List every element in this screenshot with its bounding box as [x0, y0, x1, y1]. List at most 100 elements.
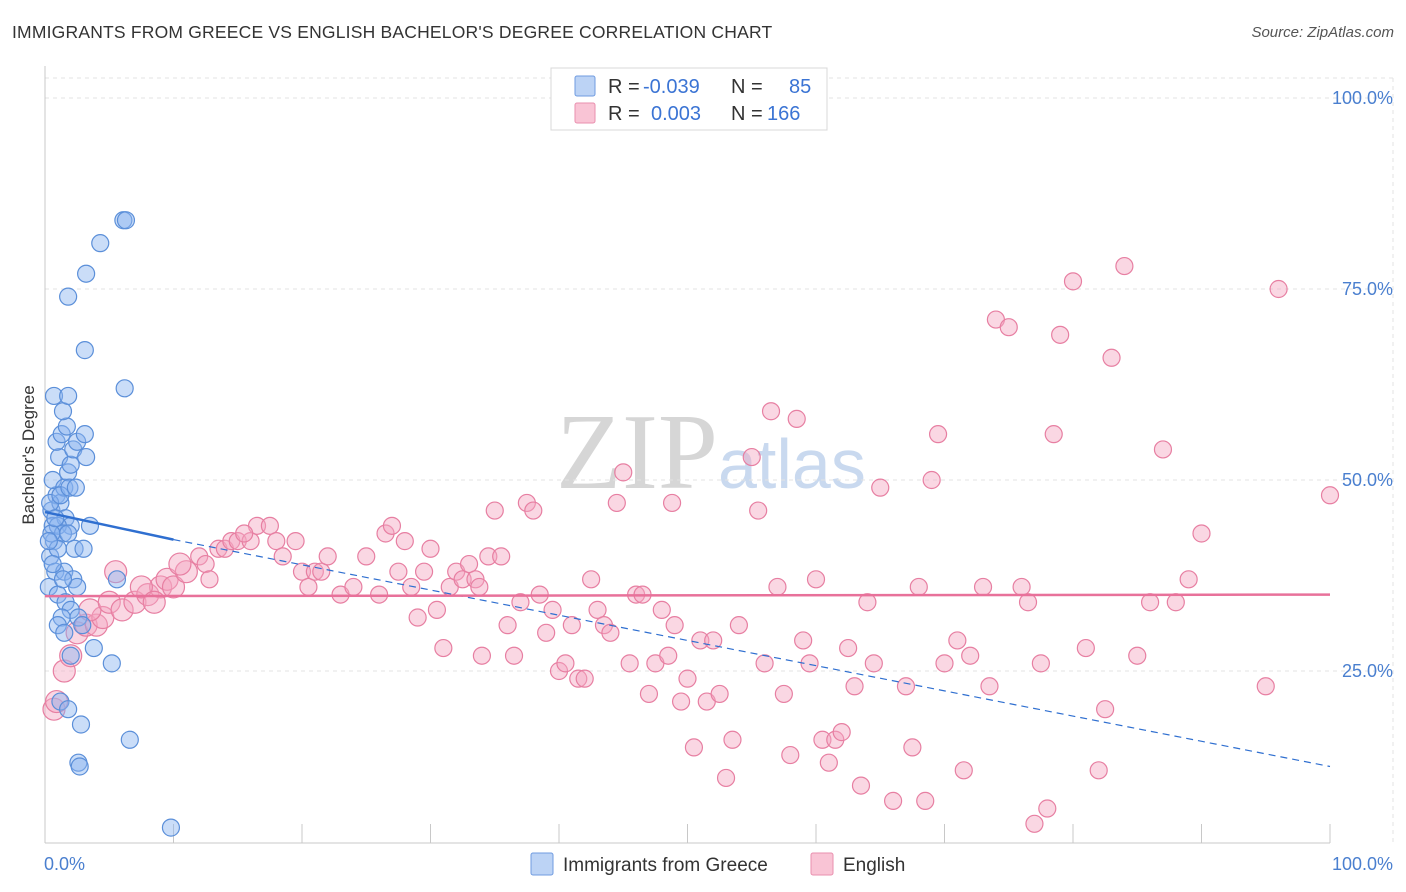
english-point — [1320, 486, 1340, 505]
english-point — [1038, 799, 1057, 818]
greece-point — [55, 623, 74, 642]
english-point — [44, 689, 69, 714]
english-point — [84, 613, 109, 637]
english-point — [543, 600, 562, 619]
english-point — [659, 646, 678, 665]
english-point — [787, 409, 806, 428]
english-point — [142, 590, 166, 614]
legend-swatch-blue — [574, 75, 596, 97]
greece-point — [102, 654, 121, 673]
english-point — [434, 638, 453, 658]
greece-point — [59, 287, 78, 306]
english-point — [129, 575, 153, 599]
english-point — [1063, 272, 1083, 291]
english-point — [305, 562, 324, 581]
english-point — [1192, 524, 1211, 543]
english-point — [774, 684, 793, 704]
english-point — [318, 547, 337, 566]
english-point — [761, 402, 781, 421]
source-credit: Source: ZipAtlas.com — [1251, 24, 1394, 41]
english-point — [421, 539, 440, 558]
greece-point — [75, 341, 94, 360]
english-point — [839, 638, 858, 658]
y-axis-label: Bachelor's Degree — [19, 385, 38, 524]
legend-r-label-2: R = — [608, 103, 640, 125]
english-point — [1012, 577, 1031, 597]
english-point — [357, 547, 376, 566]
y-tick-label: 100.0% — [1332, 88, 1393, 108]
greece-point — [57, 417, 76, 436]
greece-point — [91, 234, 110, 253]
greece-point — [43, 554, 62, 574]
english-point — [1269, 279, 1288, 299]
greece-points — [39, 211, 181, 837]
greece-point — [59, 700, 78, 719]
english-point — [935, 654, 954, 673]
greece-point — [75, 425, 94, 444]
english-point — [453, 570, 472, 589]
english-point — [299, 577, 318, 597]
english-point — [749, 501, 768, 520]
english-point — [1096, 700, 1115, 719]
greece-point — [39, 532, 58, 551]
english-point — [241, 532, 260, 551]
legend-r-value-2: 0.003 — [651, 103, 701, 125]
english-point — [813, 730, 832, 749]
english-point — [1044, 425, 1063, 444]
english-point — [200, 570, 219, 589]
english-point — [110, 598, 134, 622]
english-point — [1153, 440, 1173, 459]
english-point — [614, 463, 633, 482]
english-point — [470, 577, 489, 597]
english-point — [729, 616, 749, 635]
english-point — [174, 560, 198, 584]
english-point — [312, 562, 331, 581]
greece-trend-dashed — [173, 539, 1331, 768]
greece-point — [68, 432, 87, 451]
english-point — [492, 547, 511, 566]
english-point — [389, 562, 408, 581]
greece-point — [74, 539, 93, 558]
greece-point — [70, 757, 89, 776]
greece-point — [107, 570, 127, 589]
english-point — [485, 501, 504, 520]
greece-point — [66, 478, 85, 497]
legend-n-value-1: 85 — [789, 76, 811, 98]
english-point — [562, 616, 581, 635]
english-point — [639, 684, 659, 704]
english-point — [52, 659, 76, 683]
greece-point — [59, 524, 78, 543]
english-point — [948, 631, 967, 650]
english-point — [59, 644, 83, 668]
english-point — [344, 577, 363, 597]
english-point — [382, 516, 402, 535]
english-point — [1115, 256, 1134, 276]
english-point — [190, 547, 209, 566]
english-point — [427, 600, 447, 619]
greece-point — [59, 386, 78, 406]
legend-n-label-1: N = — [731, 76, 763, 98]
english-point — [459, 554, 479, 574]
legend-swatch-pink — [574, 102, 596, 124]
english-point — [781, 745, 800, 765]
y-tick-label: 25.0% — [1342, 661, 1393, 681]
english-point — [1018, 593, 1038, 612]
english-point — [161, 575, 186, 599]
greece-point — [73, 616, 92, 635]
english-point — [826, 730, 845, 749]
legend-n-label-2: N = — [731, 103, 763, 125]
english-point — [260, 516, 279, 535]
english-point — [896, 677, 916, 696]
english-point — [922, 470, 941, 490]
english-point — [414, 562, 434, 581]
english-point — [662, 493, 682, 513]
english-point — [665, 616, 684, 635]
english-points — [42, 256, 1340, 833]
trend-lines — [44, 510, 1331, 768]
english-point — [916, 791, 935, 810]
greece-point — [53, 402, 73, 421]
y-tick-label: 50.0% — [1342, 470, 1393, 490]
english-point — [794, 631, 813, 650]
english-point — [607, 493, 626, 513]
